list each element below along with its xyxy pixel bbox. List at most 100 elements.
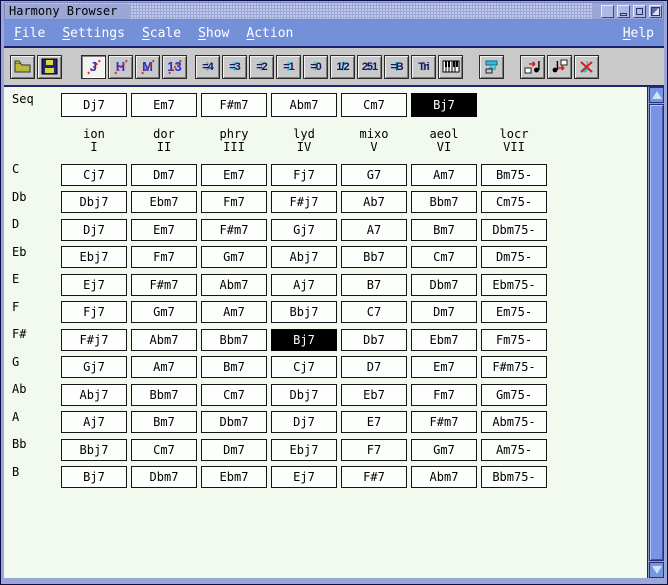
chord-button[interactable]: Dbj7 xyxy=(271,383,337,406)
chord-button[interactable]: F#m7 xyxy=(201,218,267,241)
seq-chord-button[interactable]: Cm7 xyxy=(341,93,407,117)
chord-button[interactable]: Gm7 xyxy=(131,301,197,324)
scale-2-button[interactable]: ↕ =2 xyxy=(249,54,274,79)
chord-button[interactable]: Dbm7 xyxy=(201,411,267,434)
chord-button[interactable]: Cm75- xyxy=(481,191,547,214)
chord-button[interactable]: Dm75- xyxy=(481,246,547,269)
chord-button[interactable]: B7 xyxy=(341,273,407,296)
chord-button[interactable]: Am75- xyxy=(481,438,547,461)
scale-tri-button[interactable]: ↕ Tri xyxy=(411,54,436,79)
chord-button[interactable]: Abj7 xyxy=(271,246,337,269)
chord-button[interactable]: Fm7 xyxy=(201,191,267,214)
open-folder-button[interactable] xyxy=(10,54,35,79)
chord-button[interactable]: Gj7 xyxy=(61,356,127,379)
send-to-sequence-button[interactable] xyxy=(479,54,504,79)
chord-button[interactable]: Abj7 xyxy=(61,383,127,406)
chord-button[interactable]: Dbm7 xyxy=(411,273,477,296)
chord-button[interactable]: Fm7 xyxy=(131,246,197,269)
extract-note-button[interactable] xyxy=(547,54,572,79)
menu-show[interactable]: Show xyxy=(198,25,230,41)
scroll-up-button[interactable] xyxy=(649,87,664,103)
chord-type-m-button[interactable]: M xyxy=(135,54,160,79)
chord-button[interactable]: Cj7 xyxy=(271,356,337,379)
save-floppy-button[interactable] xyxy=(37,54,62,79)
chord-button[interactable]: Am7 xyxy=(201,301,267,324)
chord-button[interactable]: Cm7 xyxy=(411,246,477,269)
titlebar[interactable]: Harmony Browser xyxy=(4,2,664,20)
scrollbar-thumb[interactable] xyxy=(649,104,664,561)
insert-note-button[interactable] xyxy=(520,54,545,79)
chord-button[interactable]: Bj7 xyxy=(61,466,127,489)
seq-chord-button[interactable]: F#m7 xyxy=(201,93,267,117)
blank-window-button[interactable] xyxy=(601,4,614,18)
chord-button[interactable]: Dj7 xyxy=(271,411,337,434)
menu-help[interactable]: Help xyxy=(622,25,654,41)
chord-button[interactable]: Bj7 xyxy=(271,328,337,351)
delete-note-button[interactable] xyxy=(574,54,599,79)
scale-0-button[interactable]: ↕ =0 xyxy=(303,54,328,79)
chord-button[interactable]: Bbm7 xyxy=(131,383,197,406)
chord-button[interactable]: F7 xyxy=(341,438,407,461)
chord-button[interactable]: Cm7 xyxy=(201,383,267,406)
chord-button[interactable]: Fm75- xyxy=(481,328,547,351)
chord-button[interactable]: Em7 xyxy=(131,218,197,241)
chord-button[interactable]: Fm7 xyxy=(411,383,477,406)
chord-button[interactable]: Eb7 xyxy=(341,383,407,406)
seq-chord-button[interactable]: Bj7 xyxy=(411,93,477,117)
seq-chord-button[interactable]: Dj7 xyxy=(61,93,127,117)
chord-button[interactable]: Ebm7 xyxy=(201,466,267,489)
chord-button[interactable]: Abm7 xyxy=(201,273,267,296)
chord-button[interactable]: Ab7 xyxy=(341,191,407,214)
chord-button[interactable]: Ebm75- xyxy=(481,273,547,296)
chord-button[interactable]: Gm75- xyxy=(481,383,547,406)
chord-button[interactable]: Dm7 xyxy=(201,438,267,461)
chord-button[interactable]: Gm7 xyxy=(201,246,267,269)
chord-button[interactable]: Abm75- xyxy=(481,411,547,434)
piano-keyboard-button[interactable] xyxy=(438,54,463,79)
chord-button[interactable]: Ebj7 xyxy=(61,246,127,269)
chord-button[interactable]: Am7 xyxy=(411,163,477,186)
chord-button[interactable]: Bbm7 xyxy=(411,191,477,214)
chord-button[interactable]: Dbm75- xyxy=(481,218,547,241)
chord-button[interactable]: Cm7 xyxy=(131,438,197,461)
chord-button[interactable]: Em7 xyxy=(411,356,477,379)
chord-button[interactable]: Bm7 xyxy=(131,411,197,434)
chord-button[interactable]: Abm7 xyxy=(411,466,477,489)
chord-button[interactable]: Ebm7 xyxy=(411,328,477,351)
chord-button[interactable]: A7 xyxy=(341,218,407,241)
seq-chord-button[interactable]: Abm7 xyxy=(271,93,337,117)
scroll-down-button[interactable] xyxy=(649,562,664,578)
chord-button[interactable]: Ej7 xyxy=(61,273,127,296)
chord-button[interactable]: Bbj7 xyxy=(271,301,337,324)
chord-button[interactable]: Aj7 xyxy=(271,273,337,296)
scale-1-2-button[interactable]: ↕ 1/2 xyxy=(330,54,355,79)
chord-button[interactable]: Dbm7 xyxy=(131,466,197,489)
chord-button[interactable]: F#m7 xyxy=(131,273,197,296)
menu-scale[interactable]: Scale xyxy=(141,25,182,41)
chord-button[interactable]: G7 xyxy=(341,163,407,186)
chord-button[interactable]: Ej7 xyxy=(271,466,337,489)
chord-button[interactable]: D7 xyxy=(341,356,407,379)
scale-251-button[interactable]: ↕ 251 xyxy=(357,54,382,79)
chord-button[interactable]: F#m75- xyxy=(481,356,547,379)
chord-button[interactable]: Ebj7 xyxy=(271,438,337,461)
chord-button[interactable]: Db7 xyxy=(341,328,407,351)
chord-button[interactable]: E7 xyxy=(341,411,407,434)
chord-button[interactable]: Fj7 xyxy=(271,163,337,186)
chord-button[interactable]: Ebm7 xyxy=(131,191,197,214)
chord-button[interactable]: Bb7 xyxy=(341,246,407,269)
scale-3-button[interactable]: ↕ =3 xyxy=(222,54,247,79)
chord-button[interactable]: Dm7 xyxy=(411,301,477,324)
chord-button[interactable]: Bbm75- xyxy=(481,466,547,489)
chord-button[interactable]: Em75- xyxy=(481,301,547,324)
chord-button[interactable]: Bbj7 xyxy=(61,438,127,461)
chord-button[interactable]: Cj7 xyxy=(61,163,127,186)
chord-button[interactable]: F#j7 xyxy=(61,328,127,351)
chord-button[interactable]: Gm7 xyxy=(411,438,477,461)
menu-settings[interactable]: Settings xyxy=(62,25,125,41)
chord-button[interactable]: F#m7 xyxy=(411,411,477,434)
menu-action[interactable]: Action xyxy=(246,25,294,41)
chord-button[interactable]: Bm7 xyxy=(411,218,477,241)
chord-button[interactable]: F#7 xyxy=(341,466,407,489)
chord-button[interactable]: Fj7 xyxy=(61,301,127,324)
